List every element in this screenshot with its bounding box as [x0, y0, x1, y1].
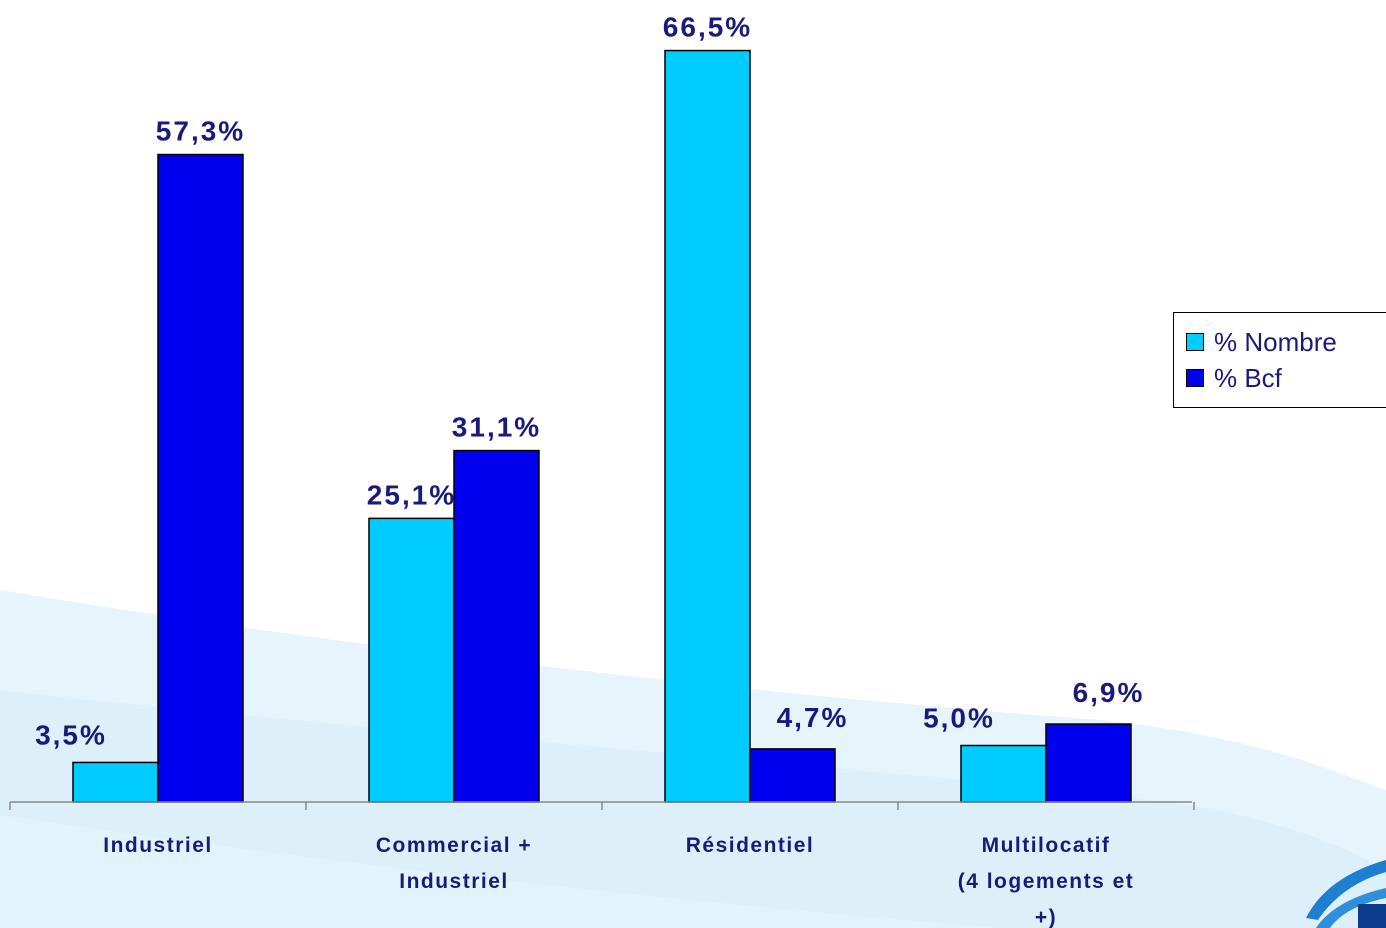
legend-label-bcf: % Bcf	[1214, 362, 1282, 393]
legend-item-nombre: % Nombre	[1186, 327, 1337, 357]
value-label-bcf-3: 6,9%	[1073, 677, 1145, 708]
bar-bcf-1	[453, 449, 540, 803]
value-labels: 3,5% 57,3% 25,1% 31,1% 66,5% 4,7% 5,0% 6,9%	[35, 12, 1145, 751]
chart-legend: % Nombre % Bcf	[1173, 312, 1386, 408]
category-label-3-line-2: +)	[1035, 906, 1057, 928]
bars-layer	[72, 49, 1132, 803]
bar-nombre-2	[664, 49, 751, 803]
value-label-bcf-2: 4,7%	[777, 702, 849, 733]
value-label-nombre-2: 66,5%	[663, 12, 752, 43]
bar-nombre-1	[368, 517, 455, 803]
company-logo-swoosh-icon	[1306, 860, 1386, 928]
value-label-nombre-0: 3,5%	[35, 719, 107, 750]
cyan-square-swatch-icon	[1186, 333, 1204, 351]
value-label-nombre-3: 5,0%	[923, 703, 995, 734]
category-label-1-line-1: Industriel	[399, 870, 509, 893]
legend-label-nombre: % Nombre	[1214, 326, 1337, 357]
value-label-bcf-0: 57,3%	[156, 116, 245, 147]
bar-bcf-3	[1045, 723, 1132, 803]
category-label-3-line-0: Multilocatif	[982, 834, 1111, 857]
category-label-3-line-1: (4 logements et	[958, 870, 1135, 893]
category-label-0-line-0: Industriel	[103, 834, 213, 857]
bar-nombre-0	[72, 761, 159, 803]
legend-item-bcf: % Bcf	[1186, 363, 1282, 393]
bar-bcf-0	[157, 153, 244, 803]
value-label-bcf-1: 31,1%	[452, 412, 541, 443]
category-label-1-line-0: Commercial +	[376, 834, 532, 857]
blue-square-swatch-icon	[1186, 369, 1204, 387]
bar-bcf-2	[749, 748, 836, 803]
x-axis	[9, 801, 1195, 810]
category-labels: Industriel Commercial + Industriel Résident…	[103, 834, 1135, 928]
value-label-nombre-1: 25,1%	[367, 479, 456, 510]
bar-nombre-3	[960, 744, 1047, 803]
category-label-2-line-0: Résidentiel	[686, 834, 815, 857]
